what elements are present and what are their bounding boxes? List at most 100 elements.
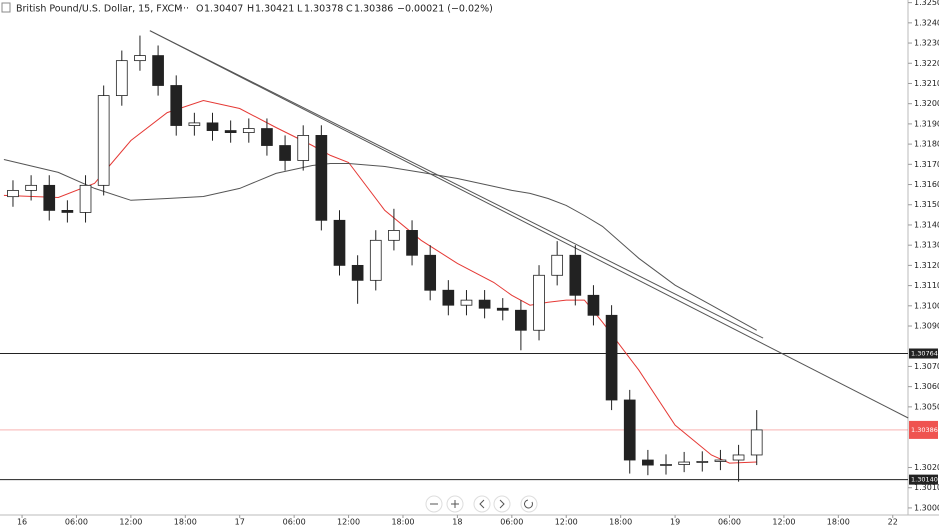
symbol-title: British Pound/U.S. Dollar, 15, FXCM: [16, 4, 182, 15]
x-tick-label: 12:00: [119, 518, 142, 527]
x-tick-label: 06:00: [500, 518, 523, 527]
y-tick-label: 1.32500: [914, 0, 939, 7]
y-tick-label: 1.31000: [914, 301, 939, 310]
candle-body: [206, 122, 219, 131]
candle-body: [605, 314, 618, 401]
x-tick-label: 12:00: [772, 518, 795, 527]
x-tick-label: 06:00: [718, 518, 741, 527]
navigation-toolbar: [425, 495, 538, 513]
reset-button[interactable]: [520, 495, 538, 513]
axes: 1.32500 1.32400 1.32300 1.32200 1.32100 1.320…: [17, 0, 939, 527]
y-tick-label: 1.30600: [914, 382, 939, 391]
scroll-right-button[interactable]: [493, 495, 511, 513]
ohlc-value: 1.30407: [204, 4, 243, 15]
y-tick-label: 1.32200: [914, 59, 939, 68]
price-label: 1.30140: [911, 476, 938, 484]
candle-body: [369, 239, 382, 281]
y-tick-label: 1.30700: [914, 362, 939, 371]
plot: [0, 30, 909, 482]
candle-body: [714, 459, 727, 462]
candle-body: [115, 60, 128, 97]
candle-body: [297, 135, 310, 161]
candle-body: [478, 299, 491, 309]
candle-body: [732, 454, 745, 461]
y-tick-label: 1.31700: [914, 160, 939, 169]
candle-body: [406, 230, 418, 256]
trend-line: [149, 30, 909, 419]
y-tick-label: 1.31800: [914, 140, 939, 149]
x-tick-label: 18: [452, 518, 462, 527]
candle-body: [152, 55, 164, 86]
ohlc-label: O: [196, 4, 203, 15]
candle-body: [97, 95, 110, 186]
candle-body: [424, 254, 437, 291]
y-tick-label: 1.32000: [914, 99, 939, 108]
x-tick-label: 18:00: [609, 518, 632, 527]
candle-body: [43, 184, 56, 211]
candle-body: [333, 219, 346, 266]
candle-body: [261, 128, 273, 146]
zoom-out-button[interactable]: [425, 495, 443, 513]
zoom-in-button[interactable]: [446, 495, 464, 513]
y-tick-label: 1.30900: [914, 322, 939, 331]
x-tick-label: 18:00: [827, 518, 850, 527]
ohlc-label: C: [346, 4, 353, 15]
candle-body: [7, 189, 19, 198]
candle-body: [569, 254, 582, 296]
candle-body: [224, 130, 237, 133]
candle-body: [496, 307, 509, 311]
x-tick-label: 12:00: [337, 518, 360, 527]
candle-body: [61, 210, 74, 213]
y-tick-label: 1.31300: [914, 241, 939, 250]
y-tick-label: 1.31500: [914, 200, 939, 209]
candle-body: [460, 299, 473, 306]
ohlc-label: H: [247, 4, 254, 15]
price-label-box: [909, 348, 938, 359]
candle-body: [515, 309, 527, 331]
candle-body: [623, 399, 636, 461]
ohlc-value: 1.30421: [255, 4, 294, 15]
candle-body: [134, 55, 146, 62]
x-tick-label: 18:00: [174, 518, 197, 527]
menu-dots[interactable]: ···: [180, 4, 189, 15]
y-tick-label: 1.31200: [914, 261, 939, 270]
candle-body: [587, 294, 600, 316]
candle-body: [660, 464, 672, 466]
change: −0.00021 (−0.02%): [397, 4, 493, 15]
y-tick-label: 1.31100: [914, 281, 939, 290]
candle-body: [533, 274, 545, 331]
current-price-label: 1.30386: [911, 426, 938, 434]
current-price-box: [909, 420, 938, 439]
y-tick-label: 1.32100: [914, 79, 939, 88]
ohlc-label: L: [297, 4, 303, 15]
collapse-icon[interactable]: [1, 2, 11, 13]
candle-body: [642, 459, 654, 466]
price-label-box: [909, 474, 938, 485]
candle-body: [279, 145, 291, 161]
legend-header: British Pound/U.S. Dollar, 15, FXCM ··· …: [1, 2, 493, 15]
x-tick-label: 06:00: [65, 518, 88, 527]
y-tick-label: 1.30200: [914, 463, 939, 472]
ohlc-value: 1.30386: [354, 4, 393, 15]
candle-body: [750, 429, 763, 456]
y-tick-label: 1.30000: [914, 503, 939, 512]
y-tick-label: 1.30100: [914, 483, 939, 492]
x-tick-label: 19: [670, 518, 680, 527]
x-tick-label: 16: [17, 518, 27, 527]
candle-body: [442, 289, 455, 306]
candle-body: [678, 461, 690, 465]
y-tick-label: 1.32300: [914, 39, 939, 48]
x-tick-label: 06:00: [283, 518, 306, 527]
candle-body: [696, 461, 709, 463]
candle-body: [25, 184, 37, 191]
ohlc-value: 1.30378: [304, 4, 343, 15]
candle-body: [388, 230, 400, 241]
y-tick-label: 1.32400: [914, 18, 939, 27]
y-tick-label: 1.31400: [914, 220, 939, 229]
candle-body: [188, 122, 201, 126]
x-tick-label: 12:00: [555, 518, 578, 527]
candle-body: [315, 135, 328, 221]
scroll-left-button[interactable]: [473, 495, 491, 513]
